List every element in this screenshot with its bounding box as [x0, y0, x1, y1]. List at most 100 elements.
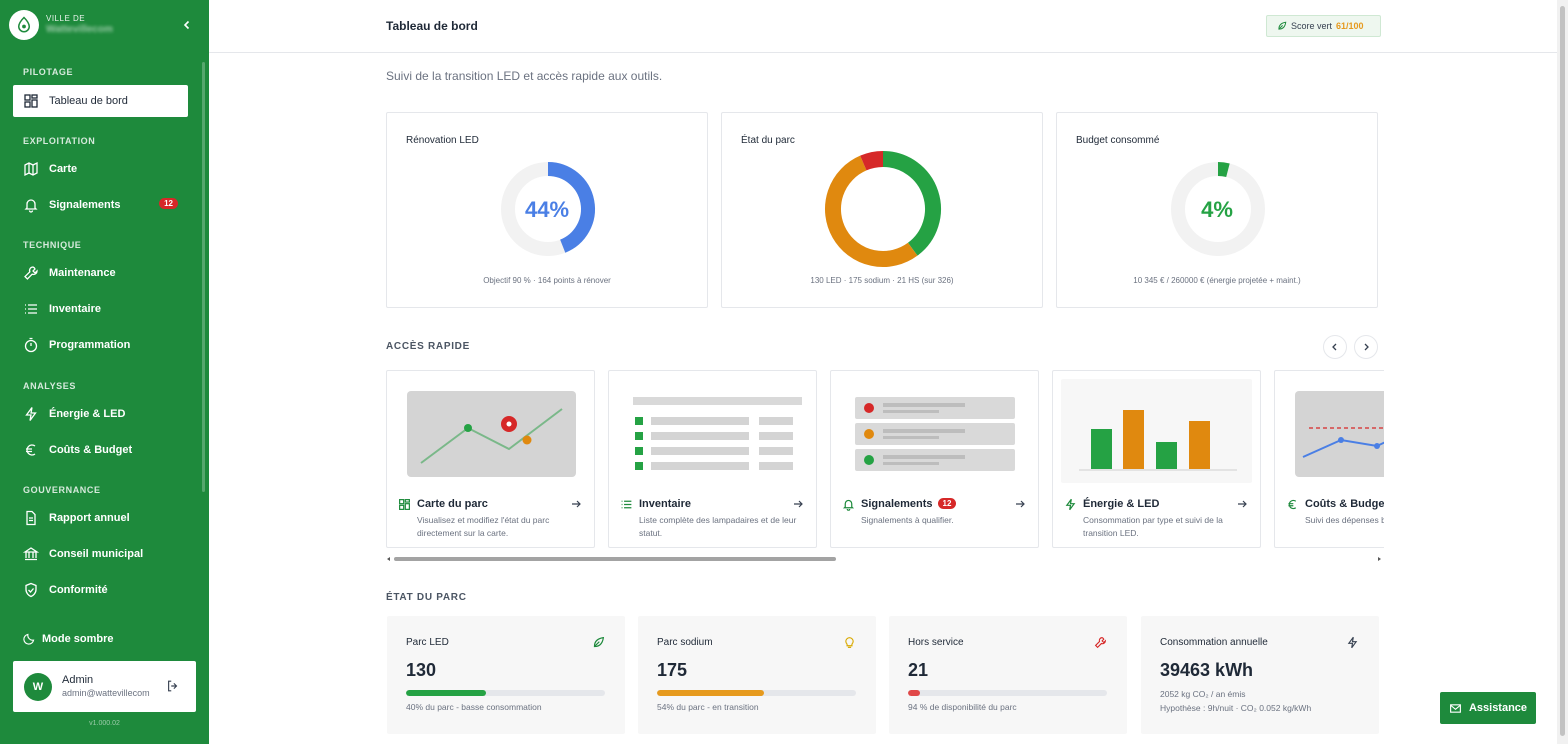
euro-icon: [23, 442, 39, 458]
assistance-label: Assistance: [1468, 702, 1528, 714]
carousel-scroll-thumb[interactable]: [394, 557, 836, 561]
sidebar-item-energie-led[interactable]: Énergie & LED: [13, 398, 188, 430]
sidebar-item-signalements[interactable]: Signalements 12: [13, 189, 188, 221]
stat-title: Parc sodium: [657, 637, 713, 648]
stat-card-hors-service: Hors service 21 94 % de disponibilité du…: [889, 616, 1127, 734]
quick-card-description: Liste complète des lampadaires et de leu…: [639, 515, 797, 538]
carousel-scrollbar[interactable]: [386, 556, 1384, 562]
wrench-icon: [1094, 636, 1107, 649]
logout-button[interactable]: [166, 679, 180, 693]
stat-title: Consommation annuelle: [1160, 637, 1268, 648]
section-pilotage: PILOTAGE: [23, 67, 74, 77]
kpi-title: Budget consommé: [1076, 135, 1160, 146]
scroll-right-icon: [1378, 557, 1381, 561]
quick-card-signalements[interactable]: Signalements 12 Signalements à qualifier.: [830, 370, 1039, 548]
building-icon: [23, 546, 39, 562]
sidebar-item-label: Conseil municipal: [49, 548, 144, 560]
quick-card-description: Visualisez et modifiez l'état du parc di…: [417, 515, 550, 538]
dark-mode-toggle[interactable]: Mode sombre: [23, 632, 114, 645]
sidebar-item-conseil-municipal[interactable]: Conseil municipal: [13, 538, 188, 570]
quick-card-description: Signalements à qualifier.: [861, 515, 954, 525]
sidebar-item-label: Énergie & LED: [49, 408, 126, 420]
budget-gauge: [1171, 162, 1265, 256]
collapse-sidebar-button[interactable]: [180, 18, 194, 32]
sidebar-item-maintenance[interactable]: Maintenance: [13, 257, 188, 289]
bell-icon: [23, 197, 39, 213]
sidebar-item-programmation[interactable]: Programmation: [13, 329, 188, 361]
arrow-right-icon: [792, 497, 804, 509]
kpi-caption: Objectif 90 % · 164 points à rénover: [483, 276, 611, 285]
budget-preview: [1283, 379, 1384, 483]
sidebar-item-conformite[interactable]: Conformité: [13, 574, 188, 606]
kpi-caption: 130 LED · 175 sodium · 21 HS (sur 326): [810, 276, 954, 285]
sidebar: VILLE DE Wattevillecom PILOTAGE Tableau …: [0, 0, 209, 744]
avatar: W: [24, 672, 52, 701]
stat-title: Hors service: [908, 637, 964, 648]
sidebar-item-label: Signalements: [49, 199, 121, 211]
quick-card-description: Consommation par type et suivi de la tra…: [1083, 515, 1223, 538]
kpi-card-budget-consomme: Budget consommé 4% 10 345 € / 260000 € (…: [1056, 112, 1378, 308]
stat-value: 175: [657, 660, 688, 680]
carousel-next-button[interactable]: [1354, 335, 1378, 359]
quick-card-couts-budget[interactable]: Coûts & Budget Suivi des dépenses budgét…: [1274, 370, 1384, 548]
sidebar-item-tableau-de-bord[interactable]: Tableau de bord: [13, 85, 188, 117]
score-value: 61/100: [1336, 21, 1364, 31]
quick-card-title: Coûts & Budget: [1305, 498, 1384, 510]
arrow-right-icon: [1014, 497, 1026, 509]
sidebar-scrollbar[interactable]: [202, 62, 205, 492]
topbar: Tableau de bord Score vert 61/100: [209, 0, 1557, 53]
sidebar-item-label: Maintenance: [49, 267, 116, 279]
dark-mode-label: Mode sombre: [42, 632, 114, 645]
leaf-icon: [592, 636, 605, 649]
arrow-right-icon: [1236, 497, 1248, 509]
stat-progress-bar: [908, 690, 1107, 696]
signalements-count-badge: 12: [937, 498, 957, 509]
grid-icon: [23, 93, 39, 109]
sidebar-item-couts-budget[interactable]: Coûts & Budget: [13, 434, 188, 466]
moon-icon: [23, 632, 36, 645]
stat-note: 2052 kg CO₂ / an émis: [1160, 689, 1246, 699]
timer-icon: [23, 337, 39, 353]
sidebar-item-rapport-annuel[interactable]: Rapport annuel: [13, 502, 188, 534]
bolt-icon: [23, 406, 39, 422]
quick-card-inventaire[interactable]: Inventaire Liste complète des lampadaire…: [608, 370, 817, 548]
quick-access-label: ACCÈS RAPIDE: [386, 341, 470, 352]
kpi-card-renovation-led: Rénovation LED 44% Objectif 90 % · 164 p…: [386, 112, 708, 308]
sidebar-item-label: Rapport annuel: [49, 512, 130, 524]
bolt-icon: [1346, 636, 1359, 649]
carousel-prev-button[interactable]: [1323, 335, 1347, 359]
user-email: admin@wattevillecom: [62, 687, 150, 698]
quick-card-carte-du-parc[interactable]: Carte du parc Visualisez et modifiez l'é…: [386, 370, 595, 548]
sidebar-item-inventaire[interactable]: Inventaire: [13, 293, 188, 325]
page-scrollbar[interactable]: [1557, 0, 1568, 744]
assistance-button[interactable]: Assistance: [1440, 692, 1536, 724]
stat-progress-fill: [908, 690, 920, 696]
document-icon: [23, 510, 39, 526]
section-technique: TECHNIQUE: [23, 240, 82, 250]
stat-card-consommation-annuelle: Consommation annuelle 39463 kWh 2052 kg …: [1141, 616, 1379, 734]
map-preview: [395, 379, 586, 483]
section-exploitation: EXPLOITATION: [23, 136, 96, 146]
green-score-badge[interactable]: Score vert 61/100: [1266, 15, 1381, 37]
stat-progress-fill: [657, 690, 765, 696]
leaf-icon: [1278, 21, 1287, 30]
stat-progress-bar: [657, 690, 856, 696]
sidebar-item-carte[interactable]: Carte: [13, 153, 188, 185]
chevron-right-icon: [1364, 343, 1369, 351]
donut-segment-hs: [860, 151, 884, 171]
chevron-left-icon: [1332, 343, 1337, 351]
quick-card-title: Énergie & LED: [1083, 498, 1160, 510]
quick-card-description: Suivi des dépenses budgétaires.: [1305, 515, 1384, 525]
quick-card-energie-led[interactable]: Énergie & LED Consommation par type et s…: [1052, 370, 1261, 548]
kpi-title: Rénovation LED: [406, 135, 479, 146]
grid-icon: [398, 498, 411, 511]
table-preview: [617, 379, 808, 483]
page-scroll-thumb[interactable]: [1560, 6, 1565, 736]
sidebar-item-label: Carte: [49, 163, 78, 175]
stat-value: 39463 kWh: [1160, 660, 1254, 680]
stat-card-parc-sodium: Parc sodium 175 54% du parc - en transit…: [638, 616, 876, 734]
gauge-fill: [547, 162, 595, 253]
sidebar-item-label: Inventaire: [49, 303, 101, 315]
quick-card-title: Carte du parc: [417, 498, 488, 510]
